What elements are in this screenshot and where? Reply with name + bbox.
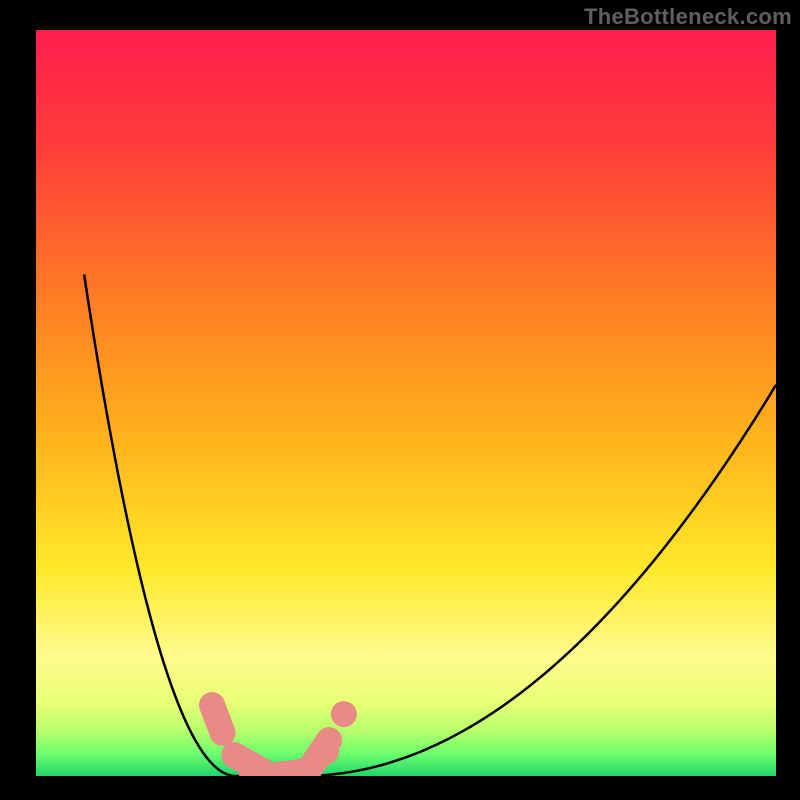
marker-dot: [199, 692, 225, 718]
plot-background: [36, 30, 776, 776]
chart-svg: [0, 0, 800, 800]
marker-dot: [316, 727, 342, 753]
marker-dot: [221, 742, 247, 768]
chart-root: TheBottleneck.com: [0, 0, 800, 800]
marker-dot: [209, 720, 235, 746]
marker-dot: [331, 701, 357, 727]
watermark-text: TheBottleneck.com: [584, 4, 792, 30]
